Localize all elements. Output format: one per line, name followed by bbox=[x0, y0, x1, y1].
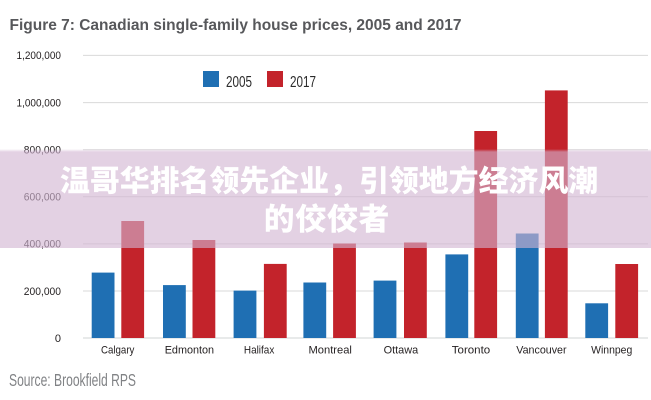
svg-text:Source: Brookfield RPS: Source: Brookfield RPS bbox=[9, 370, 136, 390]
svg-text:Ottawa: Ottawa bbox=[384, 344, 419, 356]
svg-text:Calgary: Calgary bbox=[101, 344, 135, 356]
svg-text:Vancouver: Vancouver bbox=[516, 344, 567, 356]
svg-text:Toronto: Toronto bbox=[452, 344, 490, 356]
svg-text:2005: 2005 bbox=[226, 74, 252, 91]
svg-text:200,000: 200,000 bbox=[24, 286, 61, 298]
svg-text:Halifax: Halifax bbox=[244, 344, 275, 356]
svg-text:1,000,000: 1,000,000 bbox=[17, 97, 62, 109]
svg-text:0: 0 bbox=[55, 333, 61, 345]
svg-text:Winnpeg: Winnpeg bbox=[591, 344, 632, 356]
svg-text:Edmonton: Edmonton bbox=[165, 344, 214, 356]
svg-text:2017: 2017 bbox=[290, 74, 316, 91]
svg-text:Figure 7: Canadian single-fami: Figure 7: Canadian single-family house p… bbox=[10, 17, 462, 34]
svg-text:Montreal: Montreal bbox=[309, 344, 352, 356]
svg-text:1,200,000: 1,200,000 bbox=[17, 50, 62, 62]
